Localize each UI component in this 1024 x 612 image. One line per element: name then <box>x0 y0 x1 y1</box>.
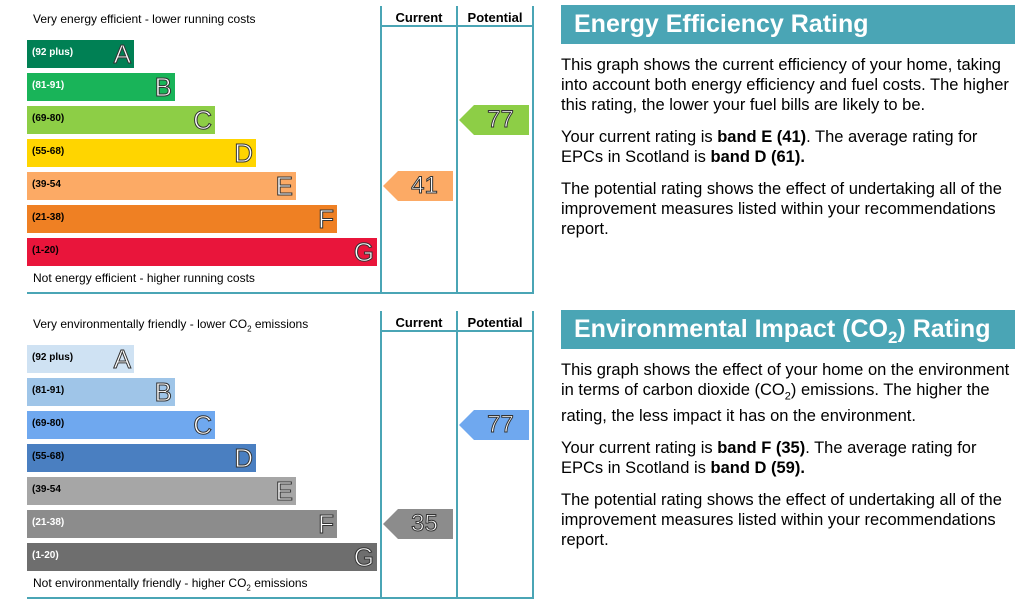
band-letter: E <box>275 476 293 507</box>
band-range-label: (39-54 <box>32 179 61 190</box>
band-range-label: (92 plus) <box>32 352 74 363</box>
band-range-label: (55-68) <box>32 146 65 157</box>
band-e: (39-54 E <box>27 476 296 507</box>
top-label: Very energy efficient - lower running co… <box>33 12 256 26</box>
band-range-label: (1-20) <box>32 550 59 561</box>
potential-rating-arrow: 77 <box>459 105 529 135</box>
band-range-label: (21-38) <box>32 212 65 223</box>
band-letter: F <box>318 509 335 540</box>
top-label: Very environmentally friendly - lower CO… <box>33 317 309 334</box>
band-range-label: (21-38) <box>32 517 65 528</box>
arrow-shape <box>459 410 529 440</box>
divider <box>456 6 458 292</box>
band-letter: B <box>154 72 172 103</box>
band-letter: B <box>154 377 172 408</box>
potential-rating-paragraph: The potential rating shows the effect of… <box>561 491 1002 550</box>
description-paragraph: This graph shows the effect of your home… <box>561 361 1010 426</box>
panel-title: Environmental Impact (CO2) Rating <box>561 310 1015 349</box>
column-header-current: Current <box>395 10 443 25</box>
band-d: (55-68) D <box>27 443 256 474</box>
band-a: (92 plus) A <box>27 344 134 375</box>
arrow-shape <box>383 509 453 539</box>
band-f: (21-38) F <box>27 509 337 540</box>
band-range-label: (81-91) <box>32 80 65 91</box>
band-letter: A <box>113 39 131 70</box>
band-letter: D <box>234 138 254 169</box>
band-letter: D <box>234 443 254 474</box>
current-rating-value: 41 <box>411 172 439 200</box>
environmental-impact-chart: Current Potential Very environmentally f… <box>27 311 534 601</box>
divider <box>380 25 534 27</box>
divider <box>456 311 458 597</box>
band-range-label: (92 plus) <box>32 47 74 58</box>
energy-efficiency-panel: Energy Efficiency Rating This graph show… <box>561 5 1015 251</box>
band-c: (69-80) C <box>27 410 215 441</box>
potential-rating-paragraph: The potential rating shows the effect of… <box>561 180 1002 238</box>
band-letter: E <box>275 171 293 202</box>
band-range-label: (69-80) <box>32 418 65 429</box>
chart-frame <box>27 6 534 294</box>
band-c: (69-80) C <box>27 105 215 136</box>
potential-rating-value: 77 <box>487 411 515 439</box>
band-letter: C <box>193 410 213 441</box>
divider <box>380 311 382 597</box>
arrow-shape <box>459 105 529 135</box>
band-letter: G <box>353 237 374 268</box>
environmental-impact-panel: Environmental Impact (CO2) Rating This g… <box>561 310 1015 562</box>
panel-title: Energy Efficiency Rating <box>561 5 1015 44</box>
energy-efficiency-chart: Current Potential Very energy efficient … <box>27 6 534 296</box>
band-letter: G <box>353 542 374 573</box>
band-d: (55-68) D <box>27 138 256 169</box>
band-e: (39-54 E <box>27 171 296 202</box>
divider <box>532 311 534 597</box>
current-rating-arrow: 41 <box>383 171 453 201</box>
band-range-label: (1-20) <box>32 245 59 256</box>
band-range-label: (81-91) <box>32 385 65 396</box>
description-paragraph: This graph shows the current efficiency … <box>561 56 1009 114</box>
band-a: (92 plus) A <box>27 39 134 70</box>
band-letter: A <box>113 344 131 375</box>
bottom-label: Not energy efficient - higher running co… <box>33 271 255 285</box>
band-f: (21-38) F <box>27 204 337 235</box>
divider <box>380 6 382 292</box>
band-b: (81-91) B <box>27 72 175 103</box>
current-rating-paragraph: Your current rating is band E (41). The … <box>561 128 978 166</box>
current-rating-arrow: 35 <box>383 509 453 539</box>
divider <box>532 6 534 292</box>
arrow-shape <box>383 171 453 201</box>
current-rating-paragraph: Your current rating is band F (35). The … <box>561 439 977 478</box>
column-header-potential: Potential <box>467 315 523 330</box>
current-rating-value: 35 <box>411 510 439 538</box>
band-range-label: (39-54 <box>32 484 61 495</box>
chart-frame <box>27 311 534 599</box>
divider <box>380 330 534 332</box>
column-header-potential: Potential <box>467 10 523 25</box>
band-b: (81-91) B <box>27 377 175 408</box>
bottom-label: Not environmentally friendly - higher CO… <box>33 576 308 593</box>
column-header-current: Current <box>395 315 443 330</box>
band-range-label: (69-80) <box>32 113 65 124</box>
band-letter: F <box>318 204 335 235</box>
potential-rating-value: 77 <box>487 106 515 134</box>
band-g: (1-20) G <box>27 237 377 268</box>
band-range-label: (55-68) <box>32 451 65 462</box>
potential-rating-arrow: 77 <box>459 410 529 440</box>
band-g: (1-20) G <box>27 542 377 573</box>
band-letter: C <box>193 105 213 136</box>
